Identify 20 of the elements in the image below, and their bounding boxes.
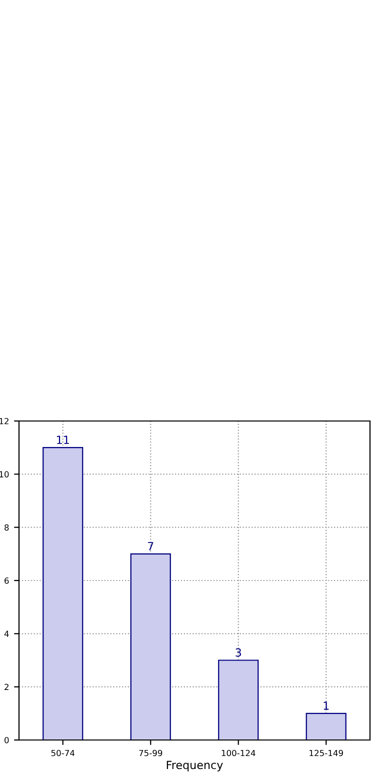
x-tick-label: 125-149 [310,750,343,756]
data-label: 11 [57,436,69,444]
data-label: 7 [148,542,154,550]
x-tick-label: 50-74 [51,750,75,756]
y-tick-label: 10 [0,471,9,478]
y-tick-label: 12 [0,418,8,424]
data-label: 1 [324,702,329,710]
bar [130,553,171,740]
y-tick-label: 4 [4,630,9,637]
y-tick-label: 0 [4,736,9,744]
bar [218,660,259,740]
x-axis-title: Frequency [166,760,223,772]
bar [42,447,84,740]
x-tick-label: 75-99 [139,750,162,756]
bar [306,712,346,740]
y-tick-label: 6 [4,577,9,584]
x-tick-label: 100-124 [222,750,256,756]
y-tick-label: 2 [4,684,8,690]
data-label: 3 [236,648,242,657]
y-tick-label: 8 [4,524,9,531]
